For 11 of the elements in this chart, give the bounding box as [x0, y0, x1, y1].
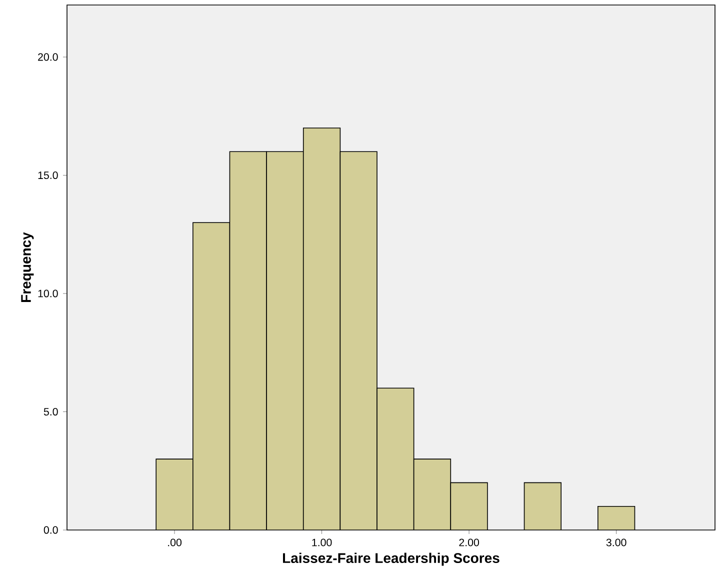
- y-tick-label: 5.0: [44, 408, 58, 416]
- y-tick-label: 10.0: [38, 290, 58, 298]
- y-tick-label: 20.0: [38, 53, 58, 61]
- x-tick-label: 3.00: [606, 538, 626, 546]
- y-tick-label: 0.0: [44, 526, 58, 534]
- x-axis-title: Laissez-Faire Leadership Scores: [283, 552, 500, 566]
- y-tick-label: 15.0: [38, 172, 58, 180]
- y-axis-title: Frequency: [21, 232, 34, 302]
- x-tick-label: 1.00: [312, 538, 332, 546]
- x-tick-label: .00: [168, 538, 182, 546]
- x-tick-label: 2.00: [459, 538, 480, 546]
